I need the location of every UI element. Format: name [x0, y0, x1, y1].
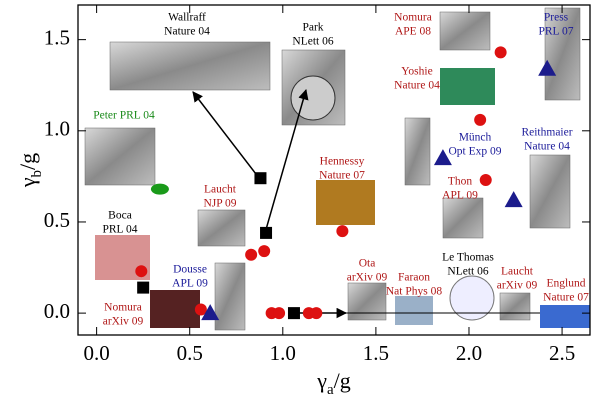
image [500, 293, 530, 320]
y-tick-label: 0.5 [44, 208, 70, 232]
annotation: Boca [108, 210, 132, 222]
point [474, 114, 486, 126]
annotation: Ota [359, 258, 376, 270]
point [260, 227, 272, 239]
axis-label-part: b [29, 170, 45, 178]
image [85, 128, 155, 185]
annotation: Yoshie [401, 66, 432, 78]
annotation: Nature 07 [543, 292, 589, 304]
annotation: Nat Phys 08 [386, 286, 442, 298]
annotation: NLett 06 [292, 36, 333, 48]
annotation: Hennessy [320, 156, 365, 168]
image [110, 42, 270, 90]
x-tick-label: 2.5 [549, 341, 575, 365]
annotation: arXiv 09 [103, 316, 144, 328]
annotation: APL 09 [442, 190, 478, 202]
point [336, 225, 348, 237]
annotation: Nomura [394, 12, 432, 24]
point [258, 245, 270, 257]
annotation: NJP 09 [203, 198, 236, 210]
image [440, 68, 495, 105]
annotation: Laucht [501, 266, 534, 278]
annotation: Peter PRL 04 [93, 110, 155, 122]
image [316, 180, 375, 225]
x-tick-label: 0.5 [177, 341, 203, 365]
point [135, 265, 147, 277]
image [405, 118, 430, 185]
annotation: Le Thomas [442, 252, 494, 264]
point [254, 172, 266, 184]
point [505, 191, 523, 207]
image [198, 210, 245, 246]
image [530, 155, 570, 228]
annotation: Englund [547, 278, 586, 290]
annotation: Dousse [173, 264, 207, 276]
x-tick-label: 0.0 [83, 341, 109, 365]
annotation: Nature 04 [164, 26, 210, 38]
point [288, 307, 300, 319]
image [348, 283, 386, 320]
axis-label-part: γ [15, 177, 40, 188]
annotation: Reithmaier [521, 127, 572, 139]
annotation: Opt Exp 09 [448, 146, 501, 158]
annotation: APL 09 [172, 278, 208, 290]
annotation: Nature 07 [319, 170, 365, 182]
y-axis-label: γb/g [15, 153, 45, 188]
chart: γa/g γb/g 0.00.51.01.52.02.50.00.51.01.5… [0, 0, 600, 396]
x-axis-label: γa/g [316, 368, 351, 396]
point [273, 307, 285, 319]
annotation: PRL 04 [102, 224, 137, 236]
point [310, 307, 322, 319]
annotation: arXiv 09 [497, 280, 538, 292]
annotation: Nature 04 [394, 80, 440, 92]
annotation: Park [302, 22, 323, 34]
x-tick-label: 1.0 [270, 341, 296, 365]
annotation: Wallraff [168, 12, 206, 24]
x-tick-label: 2.0 [456, 341, 482, 365]
point [151, 184, 169, 195]
annotation: Münch [459, 132, 492, 144]
axis-label-part: γ [316, 368, 327, 393]
annotation: NLett 06 [447, 266, 488, 278]
image [443, 198, 483, 238]
y-tick-label: 1.0 [44, 117, 70, 141]
point [480, 174, 492, 186]
annotation: Thon [448, 176, 473, 188]
arrow [193, 92, 259, 178]
annotation: APE 08 [395, 26, 431, 38]
image [291, 76, 335, 120]
image [150, 290, 200, 328]
annotation: Nature 04 [524, 141, 570, 153]
y-tick-label: 1.5 [44, 25, 70, 49]
image [540, 305, 590, 328]
point [245, 249, 257, 261]
point [137, 282, 149, 294]
annotation: arXiv 09 [347, 272, 388, 284]
image [395, 296, 433, 325]
y-tick-label: 0.0 [44, 299, 70, 323]
annotation: Nomura [104, 302, 142, 314]
x-tick-label: 1.5 [363, 341, 389, 365]
axis-label-part: /g [334, 368, 351, 393]
image [440, 12, 490, 50]
axis-label-part: /g [15, 153, 40, 170]
annotation: Laucht [204, 184, 237, 196]
annotation: Faraon [398, 272, 430, 284]
image [215, 263, 245, 330]
annotation: Press [544, 12, 569, 24]
point [495, 46, 507, 58]
annotation: PRL 07 [538, 26, 573, 38]
